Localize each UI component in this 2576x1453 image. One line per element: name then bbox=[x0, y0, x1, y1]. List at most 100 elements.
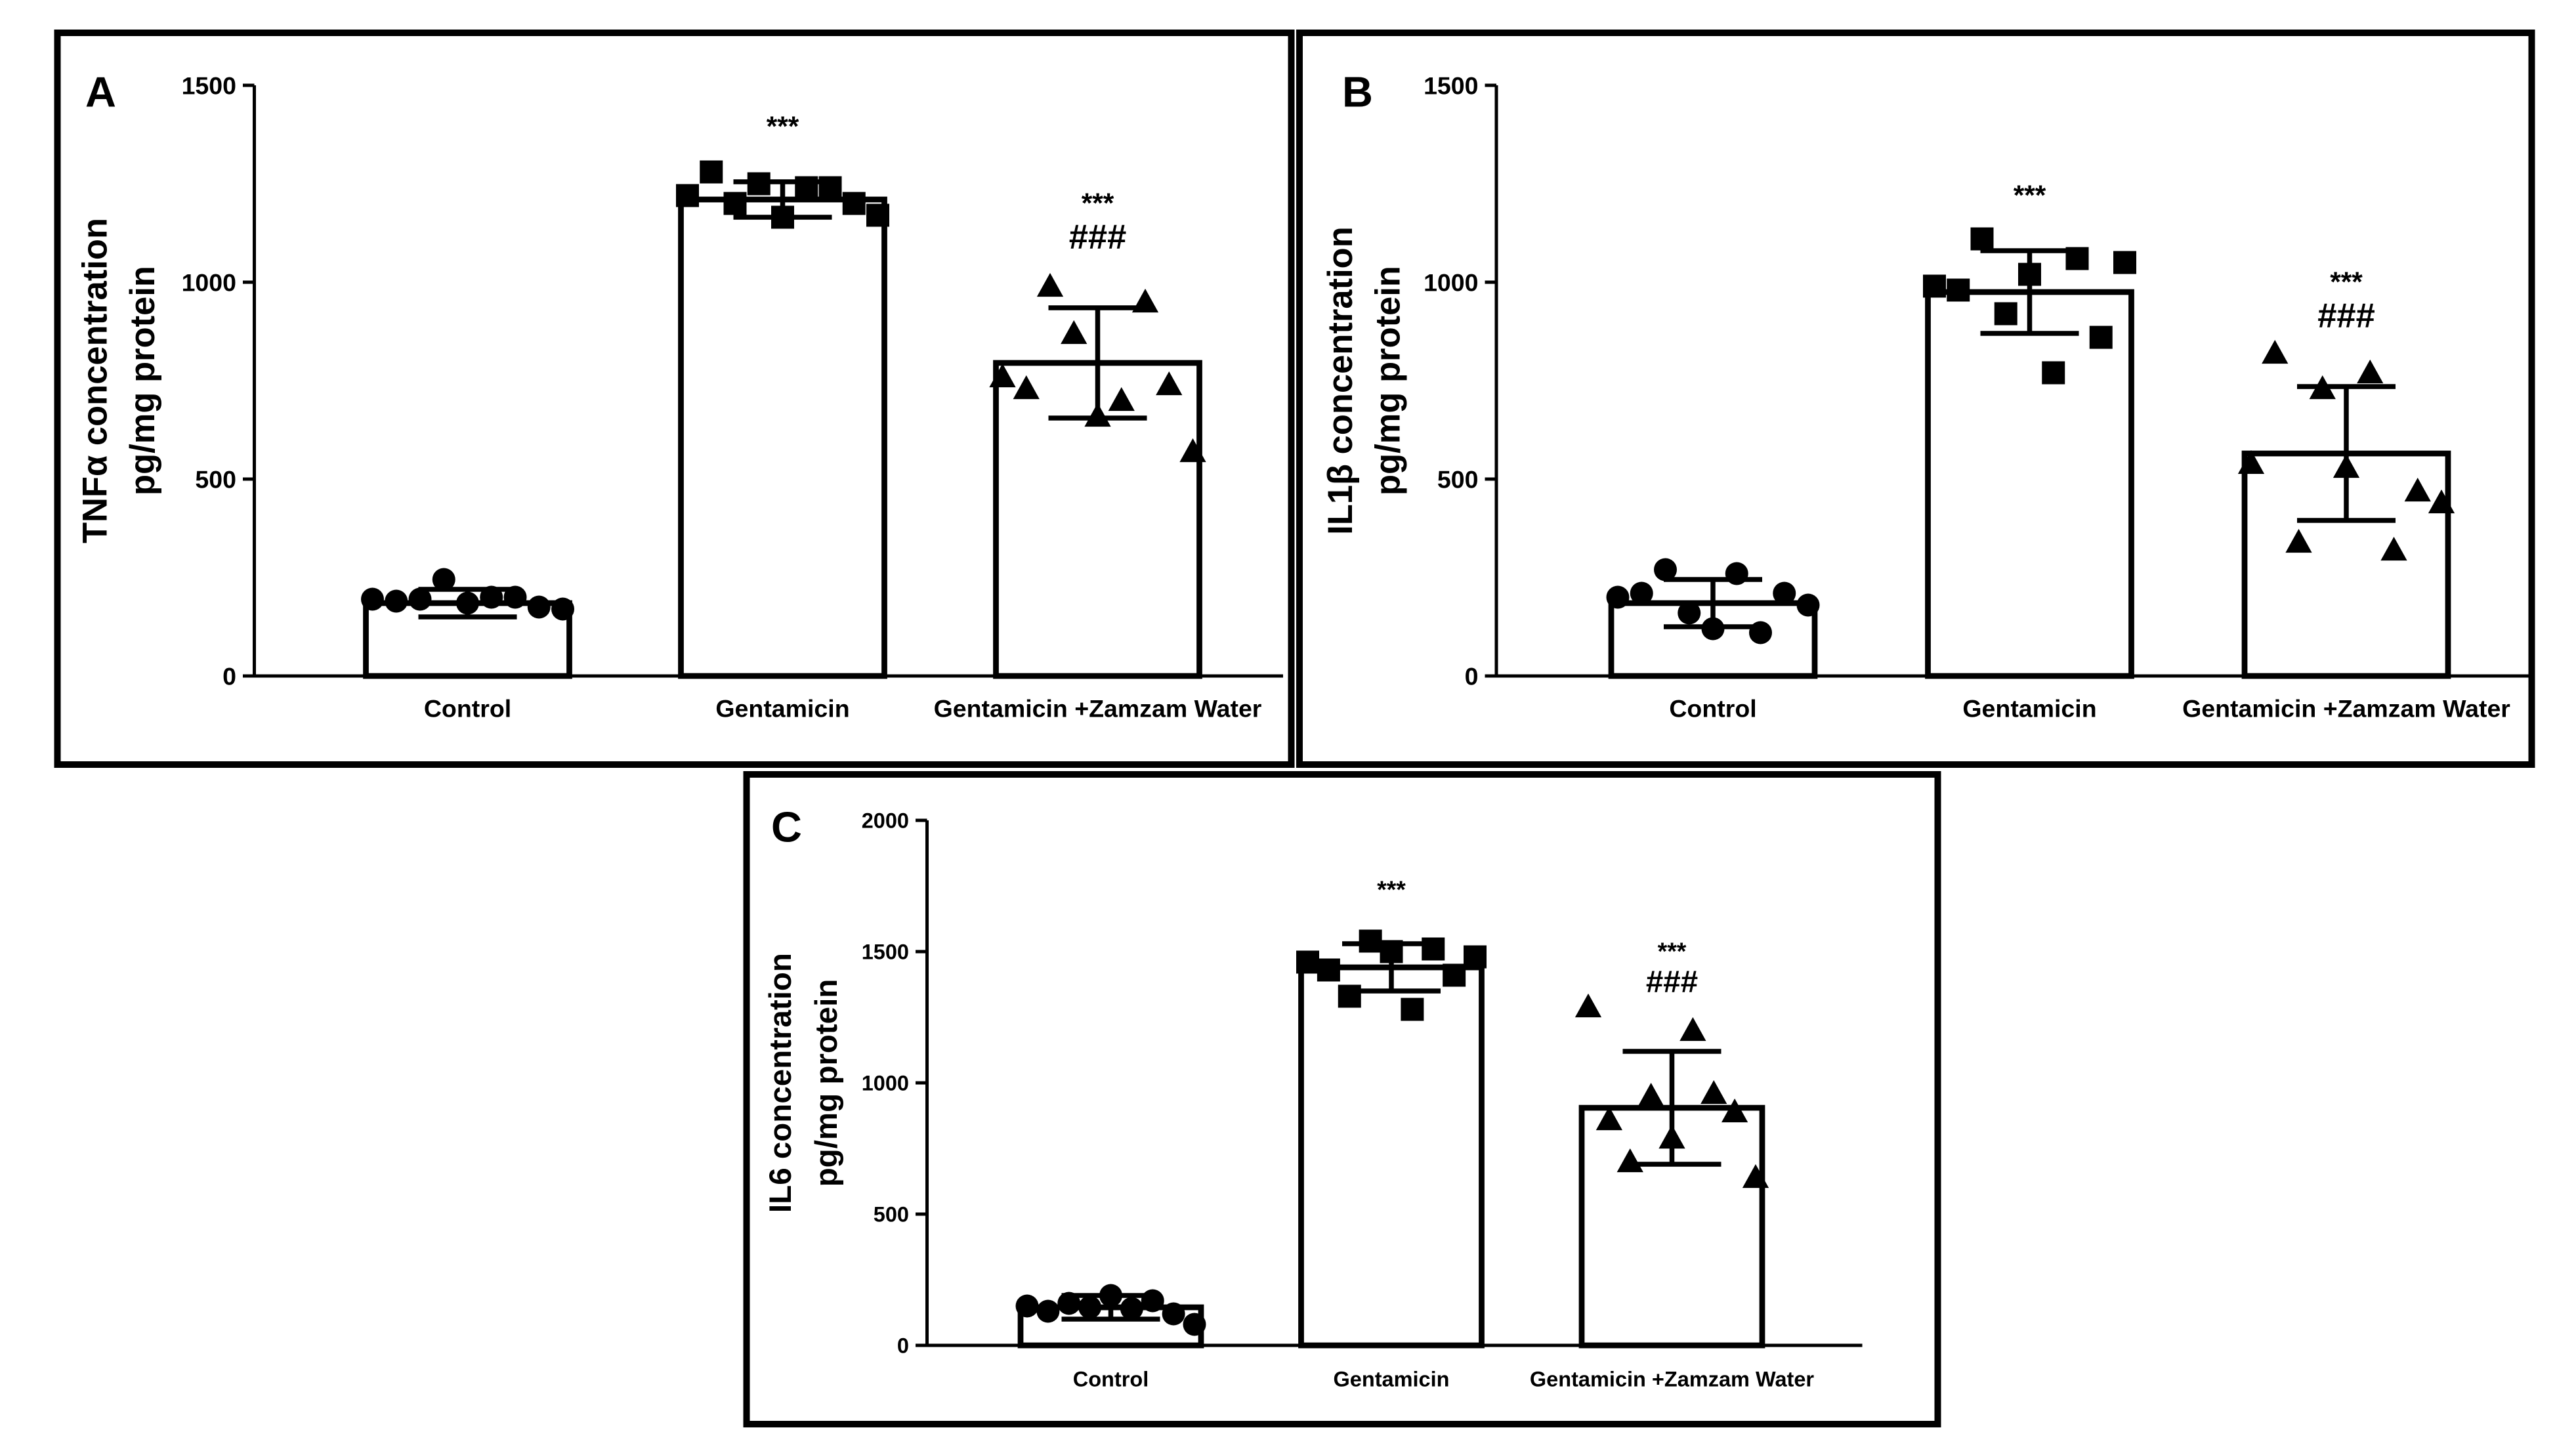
data-point bbox=[771, 205, 794, 229]
data-point bbox=[1156, 371, 1183, 396]
data-point bbox=[2404, 477, 2431, 502]
y-tick-label: 500 bbox=[874, 1203, 909, 1227]
data-point bbox=[1443, 963, 1466, 987]
y-tick-label: 1500 bbox=[1424, 72, 1478, 100]
data-point bbox=[2428, 489, 2455, 514]
data-point bbox=[2285, 528, 2312, 553]
data-point bbox=[747, 172, 771, 196]
data-point bbox=[2333, 453, 2360, 478]
x-tick-label: Gentamicin +Zamzam Water bbox=[934, 695, 1262, 723]
data-point bbox=[456, 591, 479, 615]
data-point bbox=[1701, 617, 1725, 641]
data-point bbox=[1380, 940, 1403, 963]
data-point bbox=[1141, 1289, 1164, 1313]
data-point bbox=[1183, 1313, 1206, 1336]
data-point bbox=[795, 176, 818, 200]
data-point bbox=[1015, 1294, 1039, 1318]
data-point bbox=[1296, 950, 1319, 974]
data-point bbox=[432, 568, 455, 591]
data-point bbox=[1120, 1297, 1143, 1320]
panel-frame bbox=[743, 771, 1941, 1427]
data-point bbox=[2113, 251, 2136, 274]
data-point bbox=[1721, 1098, 1748, 1123]
significance-label: *** bbox=[1082, 188, 1114, 219]
data-point bbox=[1749, 621, 1772, 644]
data-point bbox=[527, 595, 551, 619]
data-point bbox=[2237, 450, 2265, 474]
bar-2 bbox=[1925, 289, 2134, 679]
panel-letter: C bbox=[771, 803, 802, 851]
data-point bbox=[1131, 288, 1159, 313]
data-point bbox=[1725, 562, 1748, 585]
y-tick-label: 1000 bbox=[1424, 269, 1478, 297]
x-tick-label: Gentamicin +Zamzam Water bbox=[1530, 1368, 1815, 1391]
data-point bbox=[2065, 247, 2089, 270]
data-point bbox=[1179, 438, 1206, 463]
panel-letter: B bbox=[1342, 68, 1373, 116]
x-tick-label: Gentamicin bbox=[1334, 1368, 1450, 1391]
y-axis-label: TNFα concentration bbox=[76, 218, 115, 543]
data-point bbox=[2309, 375, 2336, 400]
data-point bbox=[1162, 1302, 1185, 1326]
significance-label: ### bbox=[1646, 965, 1698, 1000]
data-point bbox=[866, 203, 889, 227]
y-tick-label: 1000 bbox=[182, 269, 236, 297]
significance-label: *** bbox=[767, 112, 799, 142]
data-point bbox=[1742, 1164, 1769, 1189]
panel-C: C IL6 concentration pg/mg protein 0 500 1000 1… bbox=[743, 771, 1941, 1427]
data-point bbox=[1084, 402, 1111, 427]
y-axis-label: IL1β concentration bbox=[1321, 226, 1360, 535]
data-point bbox=[2042, 361, 2065, 385]
data-point bbox=[1078, 1295, 1102, 1319]
data-point bbox=[408, 587, 432, 611]
data-point bbox=[1108, 387, 1135, 411]
data-point bbox=[1422, 937, 1445, 961]
panel-B: B IL1β concentration pg/mg protein 0 500 1000… bbox=[1296, 30, 2535, 768]
data-point bbox=[1700, 1080, 1727, 1105]
panel-A: A TNFα concentration pg/mg protein 0 500 1000… bbox=[54, 30, 1295, 768]
significance-label: ### bbox=[1069, 218, 1127, 257]
data-point bbox=[503, 585, 527, 609]
data-point bbox=[1036, 272, 1064, 297]
data-point bbox=[1654, 558, 1677, 581]
y-tick-label: 1500 bbox=[862, 940, 909, 964]
y-tick-label: 500 bbox=[195, 466, 236, 494]
data-point bbox=[1464, 945, 1487, 969]
significance-label: *** bbox=[2014, 180, 2046, 211]
data-point bbox=[1970, 227, 1994, 251]
data-point bbox=[1036, 1299, 1060, 1323]
data-point bbox=[2262, 339, 2289, 364]
data-point bbox=[842, 192, 866, 215]
panel-letter: A bbox=[85, 68, 116, 116]
data-point bbox=[818, 176, 842, 200]
data-point bbox=[1401, 998, 1424, 1021]
panel-frame bbox=[54, 30, 1295, 768]
data-point bbox=[1994, 302, 2017, 326]
data-point bbox=[1595, 1106, 1622, 1131]
bar-2 bbox=[678, 196, 887, 679]
data-point bbox=[1637, 1082, 1664, 1107]
data-point bbox=[2089, 326, 2113, 349]
data-point bbox=[1630, 581, 1653, 605]
data-point bbox=[361, 587, 384, 611]
data-point bbox=[1061, 320, 1087, 345]
panel-frame bbox=[1296, 30, 2535, 768]
data-point bbox=[1606, 585, 1630, 609]
x-tick-label: Control bbox=[1073, 1368, 1149, 1391]
data-point bbox=[1658, 1124, 1685, 1149]
data-point bbox=[1317, 958, 1340, 982]
y-axis-label: pg/mg protein bbox=[1369, 266, 1408, 495]
significance-label: *** bbox=[1377, 875, 1406, 903]
x-tick-label: Gentamicin bbox=[715, 695, 849, 723]
data-point bbox=[551, 597, 574, 621]
data-point bbox=[385, 589, 408, 613]
data-point bbox=[1013, 375, 1040, 400]
data-point bbox=[1338, 984, 1361, 1008]
y-axis-label: pg/mg protein bbox=[809, 979, 844, 1187]
data-point bbox=[1574, 993, 1602, 1018]
x-tick-label: Gentamicin +Zamzam Water bbox=[2182, 695, 2510, 723]
data-point bbox=[1947, 278, 1970, 302]
data-point bbox=[1099, 1284, 1122, 1307]
data-point bbox=[1923, 274, 1946, 298]
